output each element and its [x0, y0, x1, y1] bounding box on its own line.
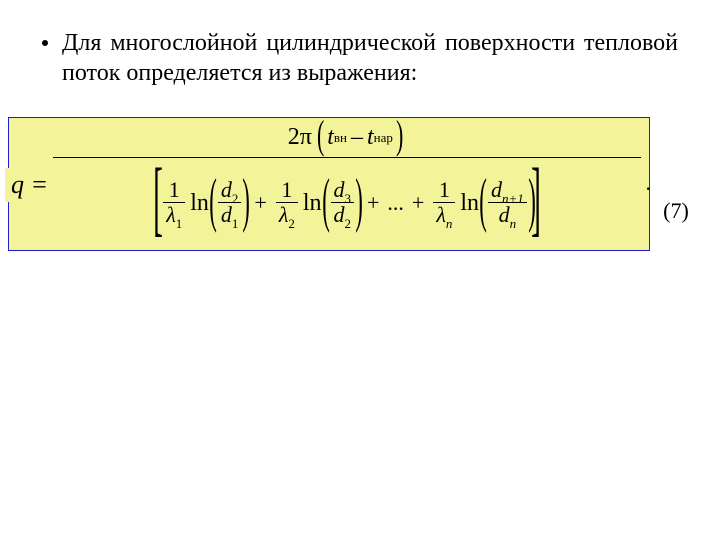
period: .: [646, 170, 652, 196]
term-n: 1 λn ln ( dn+1 dn ): [430, 180, 533, 227]
term-1: 1 λ1 ln ( d2 d1 ): [160, 180, 248, 227]
bullet-text: Для многослойной цилиндрической поверхно…: [62, 28, 678, 88]
t-out: t: [367, 124, 374, 151]
bullet-marker: [42, 40, 48, 46]
frac-1-over-lam1: 1 λ1: [163, 179, 185, 226]
frac-dn1-dn: dn+1 dn: [488, 179, 527, 226]
two-pi: 2π: [288, 124, 312, 151]
formula-box: q = 2π(tвн – tнар) [ 1: [8, 117, 650, 251]
numerator: 2π(tвн – tнар): [53, 120, 641, 154]
slide: Для многослойной цилиндрической поверхно…: [0, 0, 720, 540]
frac-d3-d2: d3 d2: [331, 179, 355, 226]
denominator: [ 1 λ1 ln ( d2 d1: [53, 160, 641, 246]
t-in-sub: вн: [334, 130, 347, 146]
fraction-bar: [53, 157, 641, 158]
ln-2: ln: [303, 190, 322, 217]
t-in: t: [327, 124, 334, 151]
bullet-block: Для многослойной цилиндрической поверхно…: [42, 28, 678, 88]
frac-1-over-lam2: 1 λ2: [276, 179, 298, 226]
plus-1: +: [254, 190, 266, 216]
plus-2: +: [367, 190, 379, 216]
minus: –: [351, 124, 363, 151]
term-2: 1 λ2 ln ( d3 d2 ): [273, 180, 361, 227]
lhs: q =: [5, 168, 52, 202]
equation-number: (7): [656, 144, 696, 224]
main-fraction: 2π(tвн – tнар) [ 1 λ1: [53, 120, 641, 246]
ln-1: ln: [190, 190, 209, 217]
t-out-sub: нар: [374, 130, 393, 146]
plus-3: +: [412, 190, 424, 216]
formula-row: q = 2π(tвн – tнар) [ 1: [8, 117, 696, 251]
frac-1-over-lamn: 1 λn: [433, 179, 455, 226]
dots: ...: [387, 190, 404, 216]
frac-d2-d1: d2 d1: [218, 179, 242, 226]
ln-n: ln: [460, 190, 479, 217]
